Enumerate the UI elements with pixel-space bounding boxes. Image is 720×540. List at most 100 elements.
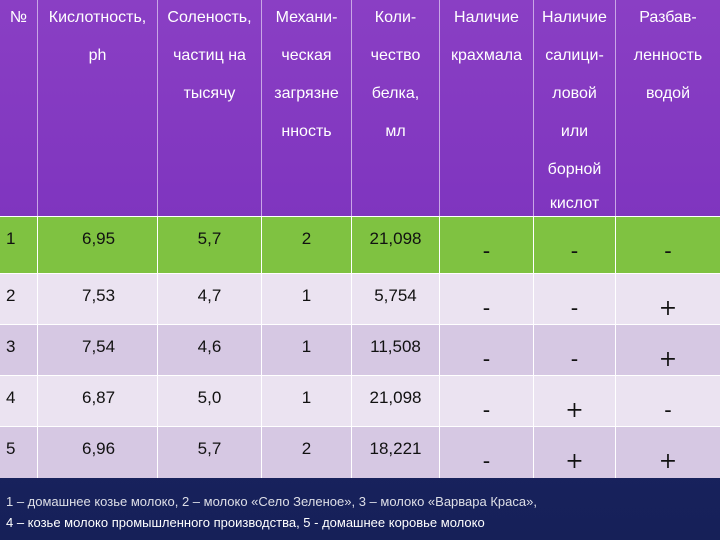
cell-ph: 7,53 (38, 274, 158, 324)
starch-mark: - (482, 239, 491, 264)
mechanical-value: 1 (301, 388, 312, 407)
cell-protein: 18,221 (352, 427, 440, 478)
mechanical-value: 2 (301, 229, 312, 248)
header-line: № (9, 9, 28, 26)
salinity-value: 5,0 (197, 388, 222, 407)
cell-water: + (616, 427, 720, 478)
cell-acids: - (534, 325, 616, 375)
footnote-line-1: 1 – домашнее козье молоко, 2 – молоко «С… (6, 494, 537, 509)
water-mark: - (664, 398, 672, 423)
cell-mechanical: 1 (262, 376, 352, 426)
cell-number: 5 (0, 427, 38, 478)
cell-water: - (616, 376, 720, 426)
cell-protein: 11,508 (352, 325, 440, 375)
water-mark: + (658, 449, 678, 474)
acids-mark: - (570, 296, 579, 321)
protein-value: 11,508 (370, 337, 421, 356)
header-line: салици- (545, 47, 604, 64)
ph-value: 7,53 (82, 286, 116, 305)
cell-salinity: 5,0 (158, 376, 262, 426)
header-acids: Наличие салици- ловой или борной кислот (534, 0, 616, 216)
mechanical-value: 1 (301, 286, 312, 305)
salinity-value: 5,7 (197, 439, 222, 458)
cell-starch: - (440, 274, 534, 324)
cell-water: + (616, 274, 720, 324)
header-line: ческая (281, 47, 332, 64)
cell-starch: - (440, 427, 534, 478)
cell-ph: 7,54 (38, 325, 158, 375)
starch-mark: - (482, 398, 491, 423)
header-line: Соленость, (167, 9, 252, 26)
header-line: белка, (371, 85, 420, 102)
ph-value: 6,87 (82, 388, 116, 407)
header-line: Разбав- (639, 9, 697, 26)
cell-water: - (616, 217, 720, 273)
header-number: № (0, 0, 38, 216)
mechanical-value: 2 (301, 439, 312, 458)
cell-mechanical: 1 (262, 325, 352, 375)
protein-value: 18,221 (369, 439, 422, 458)
header-line: нность (281, 123, 332, 140)
cell-number: 3 (0, 325, 38, 375)
cell-salinity: 5,7 (158, 427, 262, 478)
header-line: водой (645, 85, 691, 102)
header-line: тысячу (183, 85, 236, 102)
milk-quality-table: № Кислотность, ph Соленость, частиц на т… (0, 0, 720, 478)
cell-protein: 5,754 (352, 274, 440, 324)
header-line: Наличие (542, 9, 607, 26)
acids-mark: + (565, 449, 584, 474)
header-line: частиц на (173, 47, 246, 64)
cell-mechanical: 2 (262, 217, 352, 273)
cell-protein: 21,098 (352, 217, 440, 273)
header-line: борной (547, 161, 602, 178)
acids-mark: + (565, 398, 584, 423)
cell-ph: 6,95 (38, 217, 158, 273)
header-line: или (560, 123, 589, 140)
protein-value: 21,098 (369, 229, 422, 248)
row-number: 5 (6, 439, 16, 458)
protein-value: 5,754 (374, 286, 417, 305)
cell-starch: - (440, 325, 534, 375)
table-header: № Кислотность, ph Соленость, частиц на т… (0, 0, 720, 216)
cell-ph: 6,96 (38, 427, 158, 478)
starch-mark: - (482, 449, 491, 474)
cell-salinity: 5,7 (158, 217, 262, 273)
header-line: загрязне (274, 85, 339, 102)
salinity-value: 4,7 (197, 286, 222, 305)
header-line: крахмала (451, 47, 522, 64)
row-number: 1 (6, 229, 16, 248)
table-row: 5 6,96 5,7 2 18,221 - + + (0, 426, 720, 478)
cell-number: 4 (0, 376, 38, 426)
cell-salinity: 4,7 (158, 274, 262, 324)
header-starch: Наличие крахмала (440, 0, 534, 216)
cell-acids: + (534, 427, 616, 478)
footnote-line-2: 4 – козье молоко промышленного производс… (6, 515, 485, 530)
cell-number: 1 (0, 217, 38, 273)
header-line: Кислотность, (48, 9, 147, 26)
table-row: 4 6,87 5,0 1 21,098 - + - (0, 375, 720, 426)
row-number: 2 (6, 286, 16, 305)
water-mark: - (664, 239, 672, 264)
header-line: кислот (549, 195, 600, 212)
table-row: 3 7,54 4,6 1 11,508 - - + (0, 324, 720, 375)
mechanical-value: 1 (301, 337, 312, 356)
table-row: 2 7,53 4,7 1 5,754 - - + (0, 273, 720, 324)
header-line: ph (88, 47, 107, 64)
table-row: 1 6,95 5,7 2 21,098 - - - (0, 216, 720, 273)
cell-mechanical: 2 (262, 427, 352, 478)
water-mark: + (658, 296, 678, 321)
ph-value: 6,96 (82, 439, 116, 458)
header-line: Коли- (374, 9, 417, 26)
header-water-dilution: Разбав- ленность водой (616, 0, 720, 216)
row-number: 3 (6, 337, 16, 356)
cell-acids: - (534, 217, 616, 273)
cell-salinity: 4,6 (158, 325, 262, 375)
acids-mark: - (570, 347, 579, 372)
header-line: Механи- (275, 9, 338, 26)
header-line: чество (370, 47, 421, 64)
protein-value: 21,098 (369, 388, 422, 407)
salinity-value: 4,6 (197, 337, 222, 356)
ph-value: 6,95 (82, 229, 116, 248)
cell-ph: 6,87 (38, 376, 158, 426)
cell-mechanical: 1 (262, 274, 352, 324)
